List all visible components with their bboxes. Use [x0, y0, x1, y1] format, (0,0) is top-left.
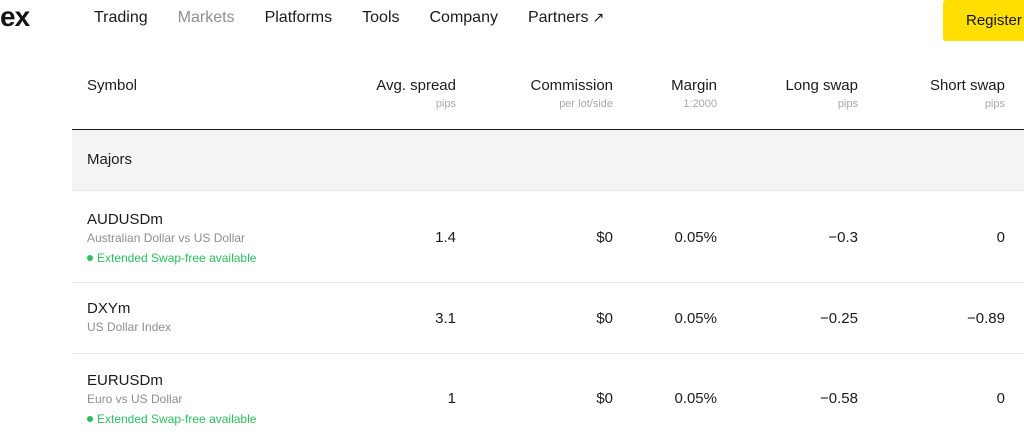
col-short-swap[interactable]: Short swap [929, 77, 1005, 94]
nav-platforms[interactable]: Platforms [264, 9, 333, 26]
group-row-majors: Majors [72, 130, 1024, 191]
nav-trading[interactable]: Trading [94, 9, 148, 26]
col-long-swap-unit: pips [837, 98, 858, 110]
table-row[interactable]: EURUSDm Euro vs US Dollar Extended Swap-… [72, 354, 1024, 442]
table-header: Symbol Avg. spread pips Commission per l… [72, 61, 1024, 130]
col-commission-unit: per lot/side [559, 98, 613, 110]
register-button[interactable]: Register [943, 0, 1024, 41]
instruments-table: Symbol Avg. spread pips Commission per l… [72, 61, 1024, 442]
col-short-swap-unit: pips [984, 98, 1005, 110]
nav-partners[interactable]: Partners ↗ [528, 9, 604, 27]
table-row[interactable]: DXYm US Dollar Index 3.1 $0 0.05% −0.25 … [72, 283, 1024, 354]
symbol-name[interactable]: AUDUSDm [87, 211, 163, 228]
col-avg-spread-unit: pips [435, 98, 456, 110]
col-commission[interactable]: Commission [530, 77, 613, 94]
group-label: Majors [87, 151, 133, 168]
margin-value: 0.05% [674, 390, 717, 407]
margin-value: 0.05% [674, 310, 717, 327]
commission-value: $0 [596, 310, 613, 327]
col-margin-unit: 1:2000 [683, 98, 717, 110]
commission-value: $0 [596, 229, 613, 246]
long-swap-value: −0.58 [820, 390, 858, 407]
col-long-swap[interactable]: Long swap [785, 77, 858, 94]
spread-value: 3.1 [435, 310, 456, 327]
nav-markets[interactable]: Markets [177, 9, 235, 26]
site-header: ex Trading Markets Platforms Tools Compa… [0, 0, 1024, 41]
long-swap-value: −0.25 [820, 310, 858, 327]
status-dot-icon [87, 416, 93, 422]
col-avg-spread[interactable]: Avg. spread [376, 77, 456, 94]
short-swap-value: −0.89 [967, 310, 1005, 327]
status-dot-icon [87, 255, 93, 261]
swap-free-label: Extended Swap-free available [97, 251, 257, 265]
swap-free-badge: Extended Swap-free available [87, 412, 256, 426]
col-margin[interactable]: Margin [671, 77, 717, 94]
swap-free-badge: Extended Swap-free available [87, 251, 256, 265]
long-swap-value: −0.3 [828, 229, 858, 246]
swap-free-label: Extended Swap-free available [97, 412, 257, 426]
symbol-description: Euro vs US Dollar [87, 392, 183, 406]
symbol-name[interactable]: DXYm [87, 300, 131, 317]
commission-value: $0 [596, 390, 613, 407]
symbol-description: Australian Dollar vs US Dollar [87, 231, 246, 245]
symbol-name[interactable]: EURUSDm [87, 372, 163, 389]
spread-value: 1 [447, 390, 456, 407]
nav-tools[interactable]: Tools [362, 9, 400, 26]
external-arrow-icon: ↗ [592, 9, 605, 25]
short-swap-value: 0 [996, 229, 1005, 246]
nav-partners-label: Partners [527, 9, 589, 26]
main-nav: Trading Markets Platforms Tools Company … [94, 9, 634, 27]
symbol-description: US Dollar Index [87, 320, 172, 334]
spread-value: 1.4 [435, 229, 456, 246]
nav-company[interactable]: Company [429, 9, 498, 26]
short-swap-value: 0 [996, 390, 1005, 407]
table-row[interactable]: AUDUSDm Australian Dollar vs US Dollar E… [72, 191, 1024, 283]
logo[interactable]: ex [0, 1, 30, 32]
col-symbol[interactable]: Symbol [87, 77, 138, 94]
margin-value: 0.05% [674, 229, 717, 246]
